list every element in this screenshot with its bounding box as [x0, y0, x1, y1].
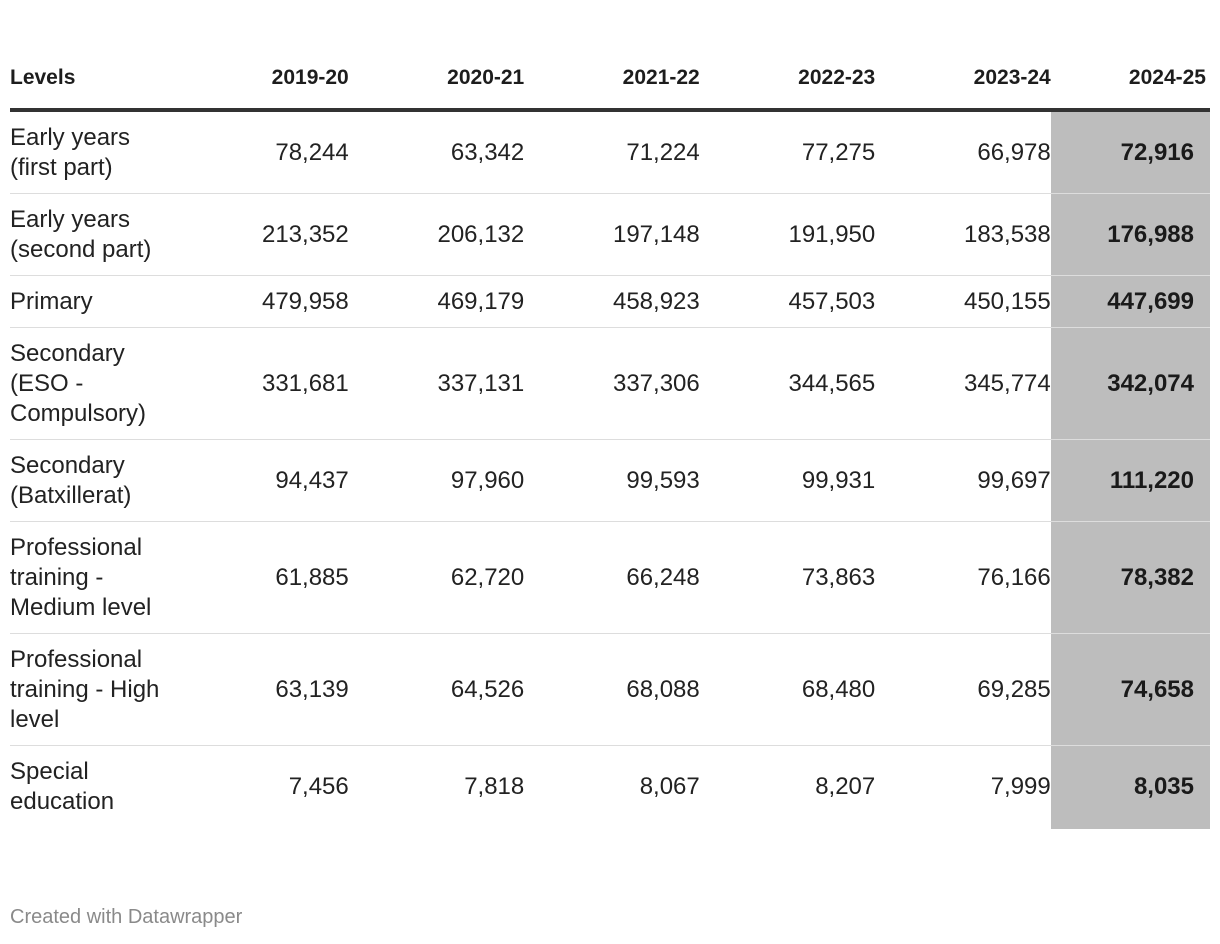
value-cell: 457,503	[699, 275, 876, 328]
table-row: Special education 7,456 7,818 8,067 8,207 7,9…	[10, 745, 1210, 829]
value-cell: 206,132	[348, 193, 525, 276]
value-cell: 61,885	[173, 521, 349, 634]
value-cell: 7,456	[288, 773, 349, 800]
value-cell: 62,720	[348, 521, 525, 634]
table-row: Early years (second part) 213,352 206,132 1…	[10, 193, 1210, 276]
value-cell: 191,950	[699, 193, 876, 276]
row-label: Special education	[10, 758, 115, 815]
value-cell: 345,774	[875, 327, 1051, 440]
value-cell: 458,923	[524, 275, 700, 328]
value-cell: 94,437	[173, 439, 349, 522]
value-cell: 66,978	[875, 110, 1051, 194]
table-row: Secondary (ESO - Compulsory) 331,681 337,1…	[10, 327, 1210, 440]
value-cell: 479,958	[173, 275, 349, 328]
value-cell: 8,067	[639, 773, 700, 800]
highlighted-value-cell: 176,988	[1050, 193, 1210, 276]
row-label: Professional training - High level	[10, 633, 174, 746]
column-header-2021-22: 2021-22	[524, 0, 700, 112]
row-label: Primary	[10, 275, 174, 328]
value-cell: 8,207	[815, 773, 876, 800]
highlighted-value-cell: 8,035	[1050, 745, 1210, 829]
value-cell: 63,342	[348, 110, 525, 194]
value-cell: 66,248	[524, 521, 700, 634]
value-cell: 68,088	[524, 633, 700, 746]
value-cell: 64,526	[348, 633, 525, 746]
data-table-container: Levels 2019-20 2020-21 2021-22 2022-23 2023-2…	[10, 0, 1210, 829]
value-cell: 7,818	[464, 773, 525, 800]
value-cell: 99,931	[699, 439, 876, 522]
value-cell: 213,352	[173, 193, 349, 276]
value-cell: 99,697	[875, 439, 1051, 522]
value-cell: 68,480	[699, 633, 876, 746]
highlighted-value-cell: 78,382	[1050, 521, 1210, 634]
value-cell: 469,179	[348, 275, 525, 328]
value-cell: 78,244	[173, 110, 349, 194]
column-header-levels: Levels	[10, 0, 174, 112]
table-row: Primary 479,958 469,179 458,923 457,503 450,1…	[10, 275, 1210, 328]
value-cell: 344,565	[699, 327, 876, 440]
value-cell: 7,999	[990, 773, 1051, 800]
column-header-2022-23: 2022-23	[699, 0, 876, 112]
table-row: Early years (first part) 78,244 63,342 71,2…	[10, 110, 1210, 194]
enrollment-table: Levels 2019-20 2020-21 2021-22 2022-23 2023-2…	[10, 0, 1210, 829]
value-cell: 337,306	[524, 327, 700, 440]
row-label: Secondary (ESO - Compulsory)	[10, 327, 174, 440]
table-row: Secondary (Batxillerat) 94,437 97,960 99,59…	[10, 439, 1210, 522]
value-cell: 99,593	[524, 439, 700, 522]
row-label: Early years (second part)	[10, 193, 174, 276]
row-label: Professional training - Medium level	[10, 521, 174, 634]
column-header-2019-20: 2019-20	[173, 0, 349, 112]
column-header-2020-21: 2020-21	[348, 0, 525, 112]
value-cell: 331,681	[173, 327, 349, 440]
highlighted-value-cell: 342,074	[1050, 327, 1210, 440]
value-cell: 69,285	[875, 633, 1051, 746]
highlighted-value-cell: 74,658	[1050, 633, 1210, 746]
row-label: Secondary (Batxillerat)	[10, 439, 174, 522]
row-label: Early years (first part)	[10, 110, 174, 194]
table-row: Professional training - High level 63,139…	[10, 633, 1210, 746]
value-cell: 71,224	[524, 110, 700, 194]
table-body: Early years (first part) 78,244 63,342 71,2…	[10, 110, 1210, 829]
value-cell: 337,131	[348, 327, 525, 440]
value-cell: 183,538	[875, 193, 1051, 276]
value-cell: 450,155	[875, 275, 1051, 328]
value-cell: 76,166	[875, 521, 1051, 634]
header-row: Levels 2019-20 2020-21 2021-22 2022-23 2023-2…	[10, 0, 1210, 112]
value-cell: 63,139	[173, 633, 349, 746]
value-cell: 77,275	[699, 110, 876, 194]
table-header: Levels 2019-20 2020-21 2021-22 2022-23 2023-2…	[10, 0, 1210, 112]
table-row: Professional training - Medium level 61,8…	[10, 521, 1210, 634]
highlighted-value-cell: 72,916	[1050, 110, 1210, 194]
highlighted-value-cell: 111,220	[1050, 439, 1210, 522]
column-header-2024-25: 2024-25	[1050, 0, 1210, 112]
value-cell: 197,148	[524, 193, 700, 276]
highlighted-value-cell: 447,699	[1050, 275, 1210, 328]
datawrapper-credit: Created with Datawrapper	[10, 906, 243, 928]
value-cell: 73,863	[699, 521, 876, 634]
column-header-2023-24: 2023-24	[875, 0, 1051, 112]
value-cell: 97,960	[348, 439, 525, 522]
